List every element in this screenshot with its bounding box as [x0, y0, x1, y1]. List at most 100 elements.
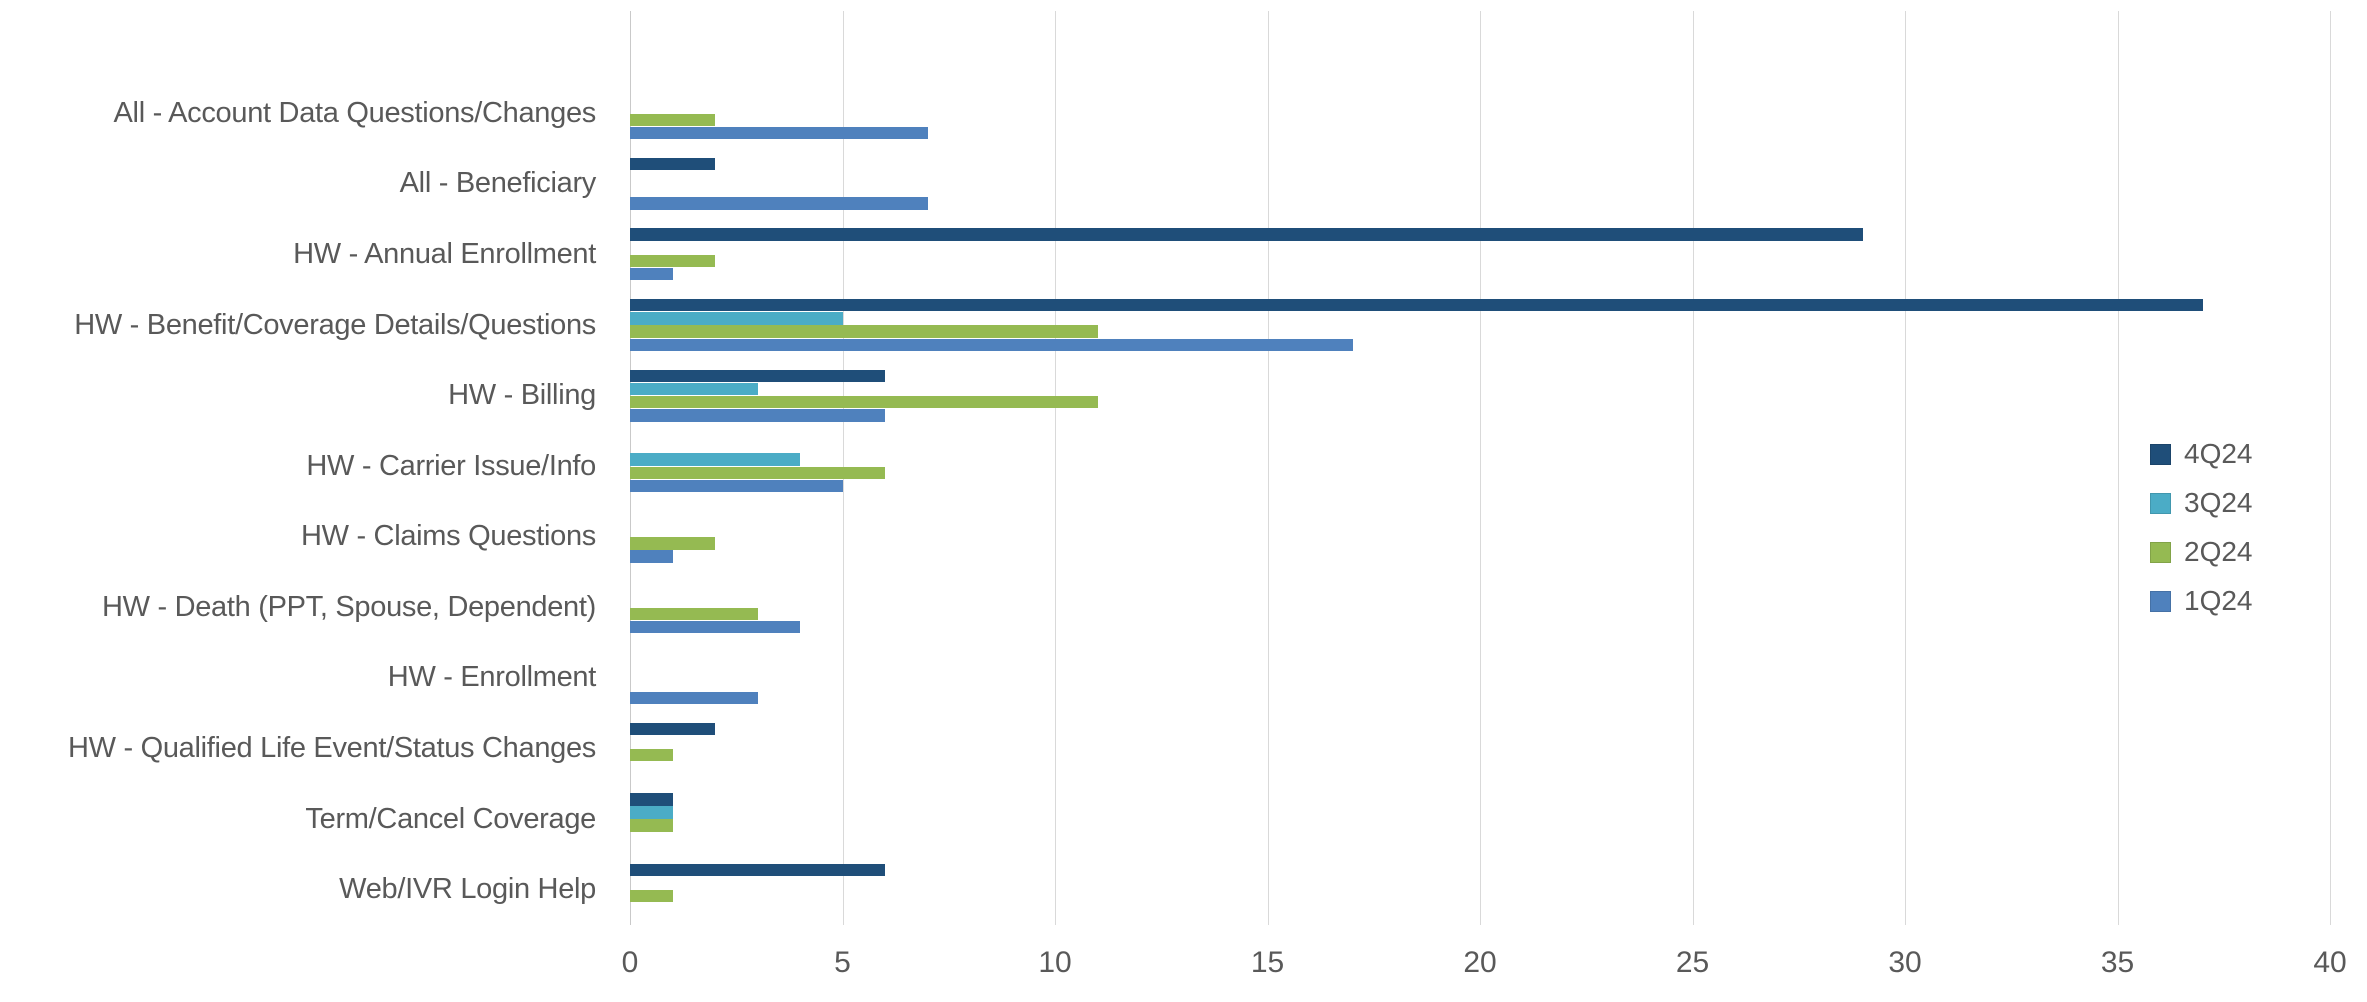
bar-slot [630, 171, 2330, 184]
bar-slot [630, 338, 2330, 351]
gridline [2330, 11, 2331, 925]
category-label: HW - Benefit/Coverage Details/Questions [74, 308, 596, 341]
bar-cluster [630, 157, 2330, 210]
bar-slot [630, 550, 2330, 563]
category-row: HW - Qualified Life Event/Status Changes [0, 713, 2367, 784]
bar-slot [630, 369, 2330, 383]
bar-slot [630, 440, 2330, 453]
bar-cluster [630, 581, 2330, 634]
bar-slot [630, 793, 2330, 806]
bar-cluster [630, 722, 2330, 775]
x-tick-label: 15 [1250, 946, 1285, 979]
bar-slot [630, 806, 2330, 819]
bar-3q24 [630, 382, 758, 396]
bar-slot [630, 832, 2330, 845]
category-label: HW - Enrollment [387, 661, 597, 694]
bar-slot [630, 748, 2330, 762]
bar-1q24 [630, 550, 673, 563]
bar-slot [630, 395, 2330, 409]
category-row: Web/IVR Login Help [0, 854, 2367, 925]
category-row: All - Beneficiary [0, 149, 2367, 220]
x-tick-label: 35 [2100, 946, 2135, 979]
bar-slot [630, 876, 2330, 889]
gridline [1480, 11, 1481, 925]
bar-3q24 [630, 806, 673, 819]
bar-cluster [630, 440, 2330, 493]
bar-slot [630, 652, 2330, 665]
bar-1q24 [630, 197, 928, 210]
x-tick-label: 0 [621, 946, 639, 979]
bar-slot [630, 594, 2330, 607]
bar-2q24 [630, 537, 715, 550]
bar-1q24 [630, 620, 800, 634]
bar-3q24 [630, 453, 800, 466]
legend-label: 3Q24 [2184, 487, 2253, 518]
bar-slot [630, 184, 2330, 197]
bar-slot [630, 524, 2330, 537]
legend-label: 4Q24 [2184, 438, 2253, 469]
bar-slot [630, 87, 2330, 100]
bar-cluster [630, 369, 2330, 422]
bar-slot [630, 762, 2330, 775]
category-row: HW - Carrier Issue/Info [0, 431, 2367, 502]
bar-slot [630, 299, 2330, 312]
bar-slot [630, 268, 2330, 281]
bar-slot [630, 126, 2330, 140]
bar-4q24 [630, 299, 2203, 312]
bar-1q24 [630, 126, 928, 140]
category-label: HW - Claims Questions [300, 520, 596, 553]
bar-slot [630, 607, 2330, 621]
category-row: HW - Benefit/Coverage Details/Questions [0, 290, 2367, 361]
category-row: HW - Billing [0, 360, 2367, 431]
legend-swatch-1q24 [2150, 590, 2171, 612]
bar-2q24 [630, 819, 673, 832]
legend-item: 1Q24 [2150, 585, 2253, 617]
bar-4q24 [630, 228, 1863, 241]
bar-cluster [630, 863, 2330, 916]
bar-cluster [630, 793, 2330, 846]
bar-slot [630, 819, 2330, 832]
bar-slot [630, 903, 2330, 916]
legend-label: 2Q24 [2184, 536, 2253, 567]
bar-slot [630, 157, 2330, 171]
category-label: Web/IVR Login Help [339, 873, 596, 906]
bar-4q24 [630, 157, 715, 171]
bar-4q24 [630, 722, 715, 735]
bar-slot [630, 241, 2330, 254]
bar-cluster [630, 652, 2330, 705]
bar-1q24 [630, 409, 885, 422]
gridline [1267, 11, 1269, 925]
bar-1q24 [630, 338, 1353, 351]
legend-label: 1Q24 [2184, 585, 2253, 616]
bar-2q24 [630, 325, 1098, 338]
bar-2q24 [630, 395, 1098, 409]
bar-1q24 [630, 268, 673, 281]
category-row: HW - Annual Enrollment [0, 219, 2367, 290]
bar-cluster [630, 87, 2330, 140]
category-label: All - Account Data Questions/Changes [113, 96, 597, 129]
bar-4q24 [630, 793, 673, 806]
legend-swatch-3q24 [2150, 492, 2171, 514]
bar-slot [630, 100, 2330, 113]
x-tick-label: 30 [1888, 946, 1922, 979]
bar-slot [630, 312, 2330, 325]
category-label: HW - Billing [448, 379, 596, 412]
category-label: All - Beneficiary [399, 167, 597, 200]
bar-slot [630, 325, 2330, 338]
category-row: HW - Death (PPT, Spouse, Dependent) [0, 572, 2367, 643]
bar-cluster [630, 228, 2330, 281]
bar-2q24 [630, 466, 885, 479]
bar-4q24 [630, 863, 885, 877]
bar-2q24 [630, 113, 715, 127]
category-row: All - Account Data Questions/Changes [0, 78, 2367, 149]
category-label: HW - Annual Enrollment [293, 237, 596, 270]
x-tick-label: 10 [1038, 946, 1072, 979]
category-row: HW - Enrollment [0, 643, 2367, 714]
gridline [1905, 11, 1906, 925]
bar-slot [630, 735, 2330, 748]
gridline [1692, 11, 1694, 925]
bar-slot [630, 537, 2330, 550]
bar-slot [630, 466, 2330, 479]
x-tick-label: 5 [834, 946, 851, 979]
